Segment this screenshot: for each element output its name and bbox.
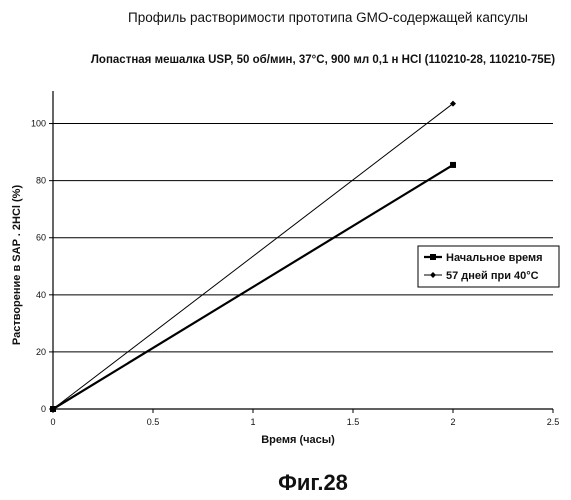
figure-caption: Фиг.28 — [278, 470, 348, 495]
legend-label-initial: Начальное время — [446, 252, 543, 264]
y-tick-label: 80 — [36, 176, 46, 186]
y-tick-label: 0 — [41, 404, 46, 414]
y-axis-label: Растворение в SAP . 2HCl (%) — [11, 185, 23, 346]
x-axis-label: Время (часы) — [261, 434, 335, 446]
legend: Начальное время 57 дней при 40°C — [418, 246, 559, 287]
x-tick-label: 0 — [50, 417, 55, 427]
x-tick-label: 1.5 — [347, 417, 360, 427]
y-tick-label: 20 — [36, 347, 46, 357]
chart-subtitle: Лопастная мешалка USP, 50 об/мин, 37°C, … — [91, 54, 555, 66]
x-tick-label: 1 — [250, 417, 255, 427]
legend-label-57days: 57 дней при 40°C — [446, 270, 539, 282]
y-tick-label: 100 — [31, 119, 46, 129]
x-tick-label: 2 — [450, 417, 455, 427]
series-line-0 — [53, 165, 453, 409]
x-tick-label: 0.5 — [147, 417, 160, 427]
y-tick-label: 60 — [36, 233, 46, 243]
legend-marker-initial — [430, 254, 436, 260]
y-tick-label: 40 — [36, 290, 46, 300]
chart-title: Профиль растворимости прототипа GMO-соде… — [128, 10, 528, 25]
series-layer — [50, 101, 456, 412]
grid-layer — [53, 124, 553, 352]
x-tick-label: 2.5 — [547, 417, 560, 427]
series-line-1 — [53, 104, 453, 409]
data-point-0-1 — [450, 162, 456, 168]
